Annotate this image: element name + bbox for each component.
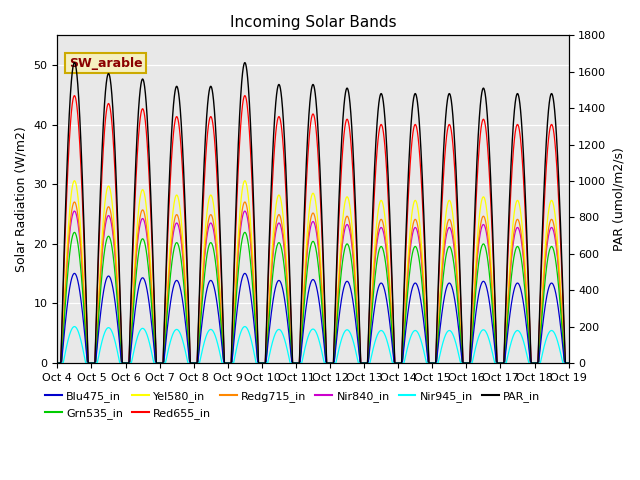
Grn535_in bbox=[564, 360, 572, 366]
Red655_in bbox=[70, 93, 78, 98]
Yel580_in bbox=[294, 360, 301, 366]
Redg715_in bbox=[145, 256, 153, 262]
Grn535_in bbox=[294, 360, 301, 366]
Redg715_in bbox=[456, 326, 464, 332]
Line: Redg715_in: Redg715_in bbox=[58, 202, 568, 363]
Grn535_in bbox=[70, 229, 78, 235]
Nir945_in bbox=[54, 360, 61, 366]
Redg715_in bbox=[564, 360, 572, 366]
PAR_in bbox=[145, 158, 153, 164]
Nir945_in bbox=[428, 360, 435, 366]
PAR_in bbox=[54, 360, 61, 366]
Blu475_in bbox=[294, 360, 301, 366]
Blu475_in bbox=[399, 353, 407, 359]
Red655_in bbox=[564, 360, 572, 366]
Red655_in bbox=[456, 288, 464, 294]
Nir840_in bbox=[399, 338, 407, 344]
Line: Grn535_in: Grn535_in bbox=[58, 232, 568, 363]
Nir945_in bbox=[294, 360, 301, 366]
Line: Yel580_in: Yel580_in bbox=[58, 180, 568, 363]
Yel580_in bbox=[564, 360, 572, 366]
Yel580_in bbox=[428, 360, 435, 366]
Redg715_in bbox=[294, 360, 301, 366]
Grn535_in bbox=[456, 333, 464, 338]
Red655_in bbox=[294, 360, 301, 366]
Nir945_in bbox=[456, 359, 464, 365]
Blu475_in bbox=[428, 360, 435, 366]
PAR_in bbox=[564, 360, 572, 366]
Text: SW_arable: SW_arable bbox=[68, 57, 142, 70]
PAR_in bbox=[70, 60, 78, 66]
PAR_in bbox=[294, 360, 301, 366]
Nir945_in bbox=[70, 324, 78, 329]
Blu475_in bbox=[564, 360, 572, 366]
Line: Nir945_in: Nir945_in bbox=[58, 326, 568, 363]
Blu475_in bbox=[54, 360, 61, 366]
Nir840_in bbox=[294, 360, 301, 366]
Blu475_in bbox=[145, 302, 153, 308]
Y-axis label: Solar Radiation (W/m2): Solar Radiation (W/m2) bbox=[15, 126, 28, 272]
Grn535_in bbox=[564, 360, 572, 366]
Nir840_in bbox=[145, 257, 153, 263]
Line: Red655_in: Red655_in bbox=[58, 96, 568, 363]
Redg715_in bbox=[399, 348, 407, 353]
Nir945_in bbox=[564, 360, 572, 366]
PAR_in bbox=[564, 360, 572, 366]
Red655_in bbox=[564, 360, 572, 366]
Redg715_in bbox=[70, 199, 78, 205]
PAR_in bbox=[428, 360, 435, 366]
Red655_in bbox=[428, 360, 435, 366]
Nir945_in bbox=[145, 340, 153, 346]
Yel580_in bbox=[399, 346, 407, 352]
Nir840_in bbox=[70, 208, 78, 214]
Y-axis label: PAR (umol/m2/s): PAR (umol/m2/s) bbox=[612, 147, 625, 251]
Blu475_in bbox=[70, 271, 78, 276]
Nir840_in bbox=[54, 360, 61, 366]
Redg715_in bbox=[428, 360, 435, 366]
Yel580_in bbox=[54, 360, 61, 366]
Red655_in bbox=[145, 180, 153, 185]
Nir840_in bbox=[428, 360, 435, 366]
Grn535_in bbox=[399, 350, 407, 356]
PAR_in bbox=[399, 317, 407, 323]
Grn535_in bbox=[428, 360, 435, 366]
Redg715_in bbox=[54, 360, 61, 366]
Legend: Blu475_in, Grn535_in, Yel580_in, Red655_in, Redg715_in, Nir840_in, Nir945_in, PA: Blu475_in, Grn535_in, Yel580_in, Red655_… bbox=[40, 387, 545, 423]
PAR_in bbox=[456, 279, 464, 285]
Nir840_in bbox=[564, 360, 572, 366]
Nir840_in bbox=[564, 360, 572, 366]
Yel580_in bbox=[564, 360, 572, 366]
Nir840_in bbox=[456, 319, 464, 325]
Nir945_in bbox=[564, 360, 572, 366]
Yel580_in bbox=[145, 242, 153, 248]
Grn535_in bbox=[54, 360, 61, 366]
Blu475_in bbox=[456, 341, 464, 347]
Yel580_in bbox=[456, 322, 464, 327]
Grn535_in bbox=[145, 276, 153, 281]
Yel580_in bbox=[70, 178, 78, 183]
Redg715_in bbox=[564, 360, 572, 366]
Red655_in bbox=[399, 322, 407, 327]
Line: Nir840_in: Nir840_in bbox=[58, 211, 568, 363]
Red655_in bbox=[54, 360, 61, 366]
Line: PAR_in: PAR_in bbox=[58, 63, 568, 363]
Title: Incoming Solar Bands: Incoming Solar Bands bbox=[230, 15, 396, 30]
Nir945_in bbox=[399, 360, 407, 366]
Line: Blu475_in: Blu475_in bbox=[58, 274, 568, 363]
Blu475_in bbox=[564, 360, 572, 366]
